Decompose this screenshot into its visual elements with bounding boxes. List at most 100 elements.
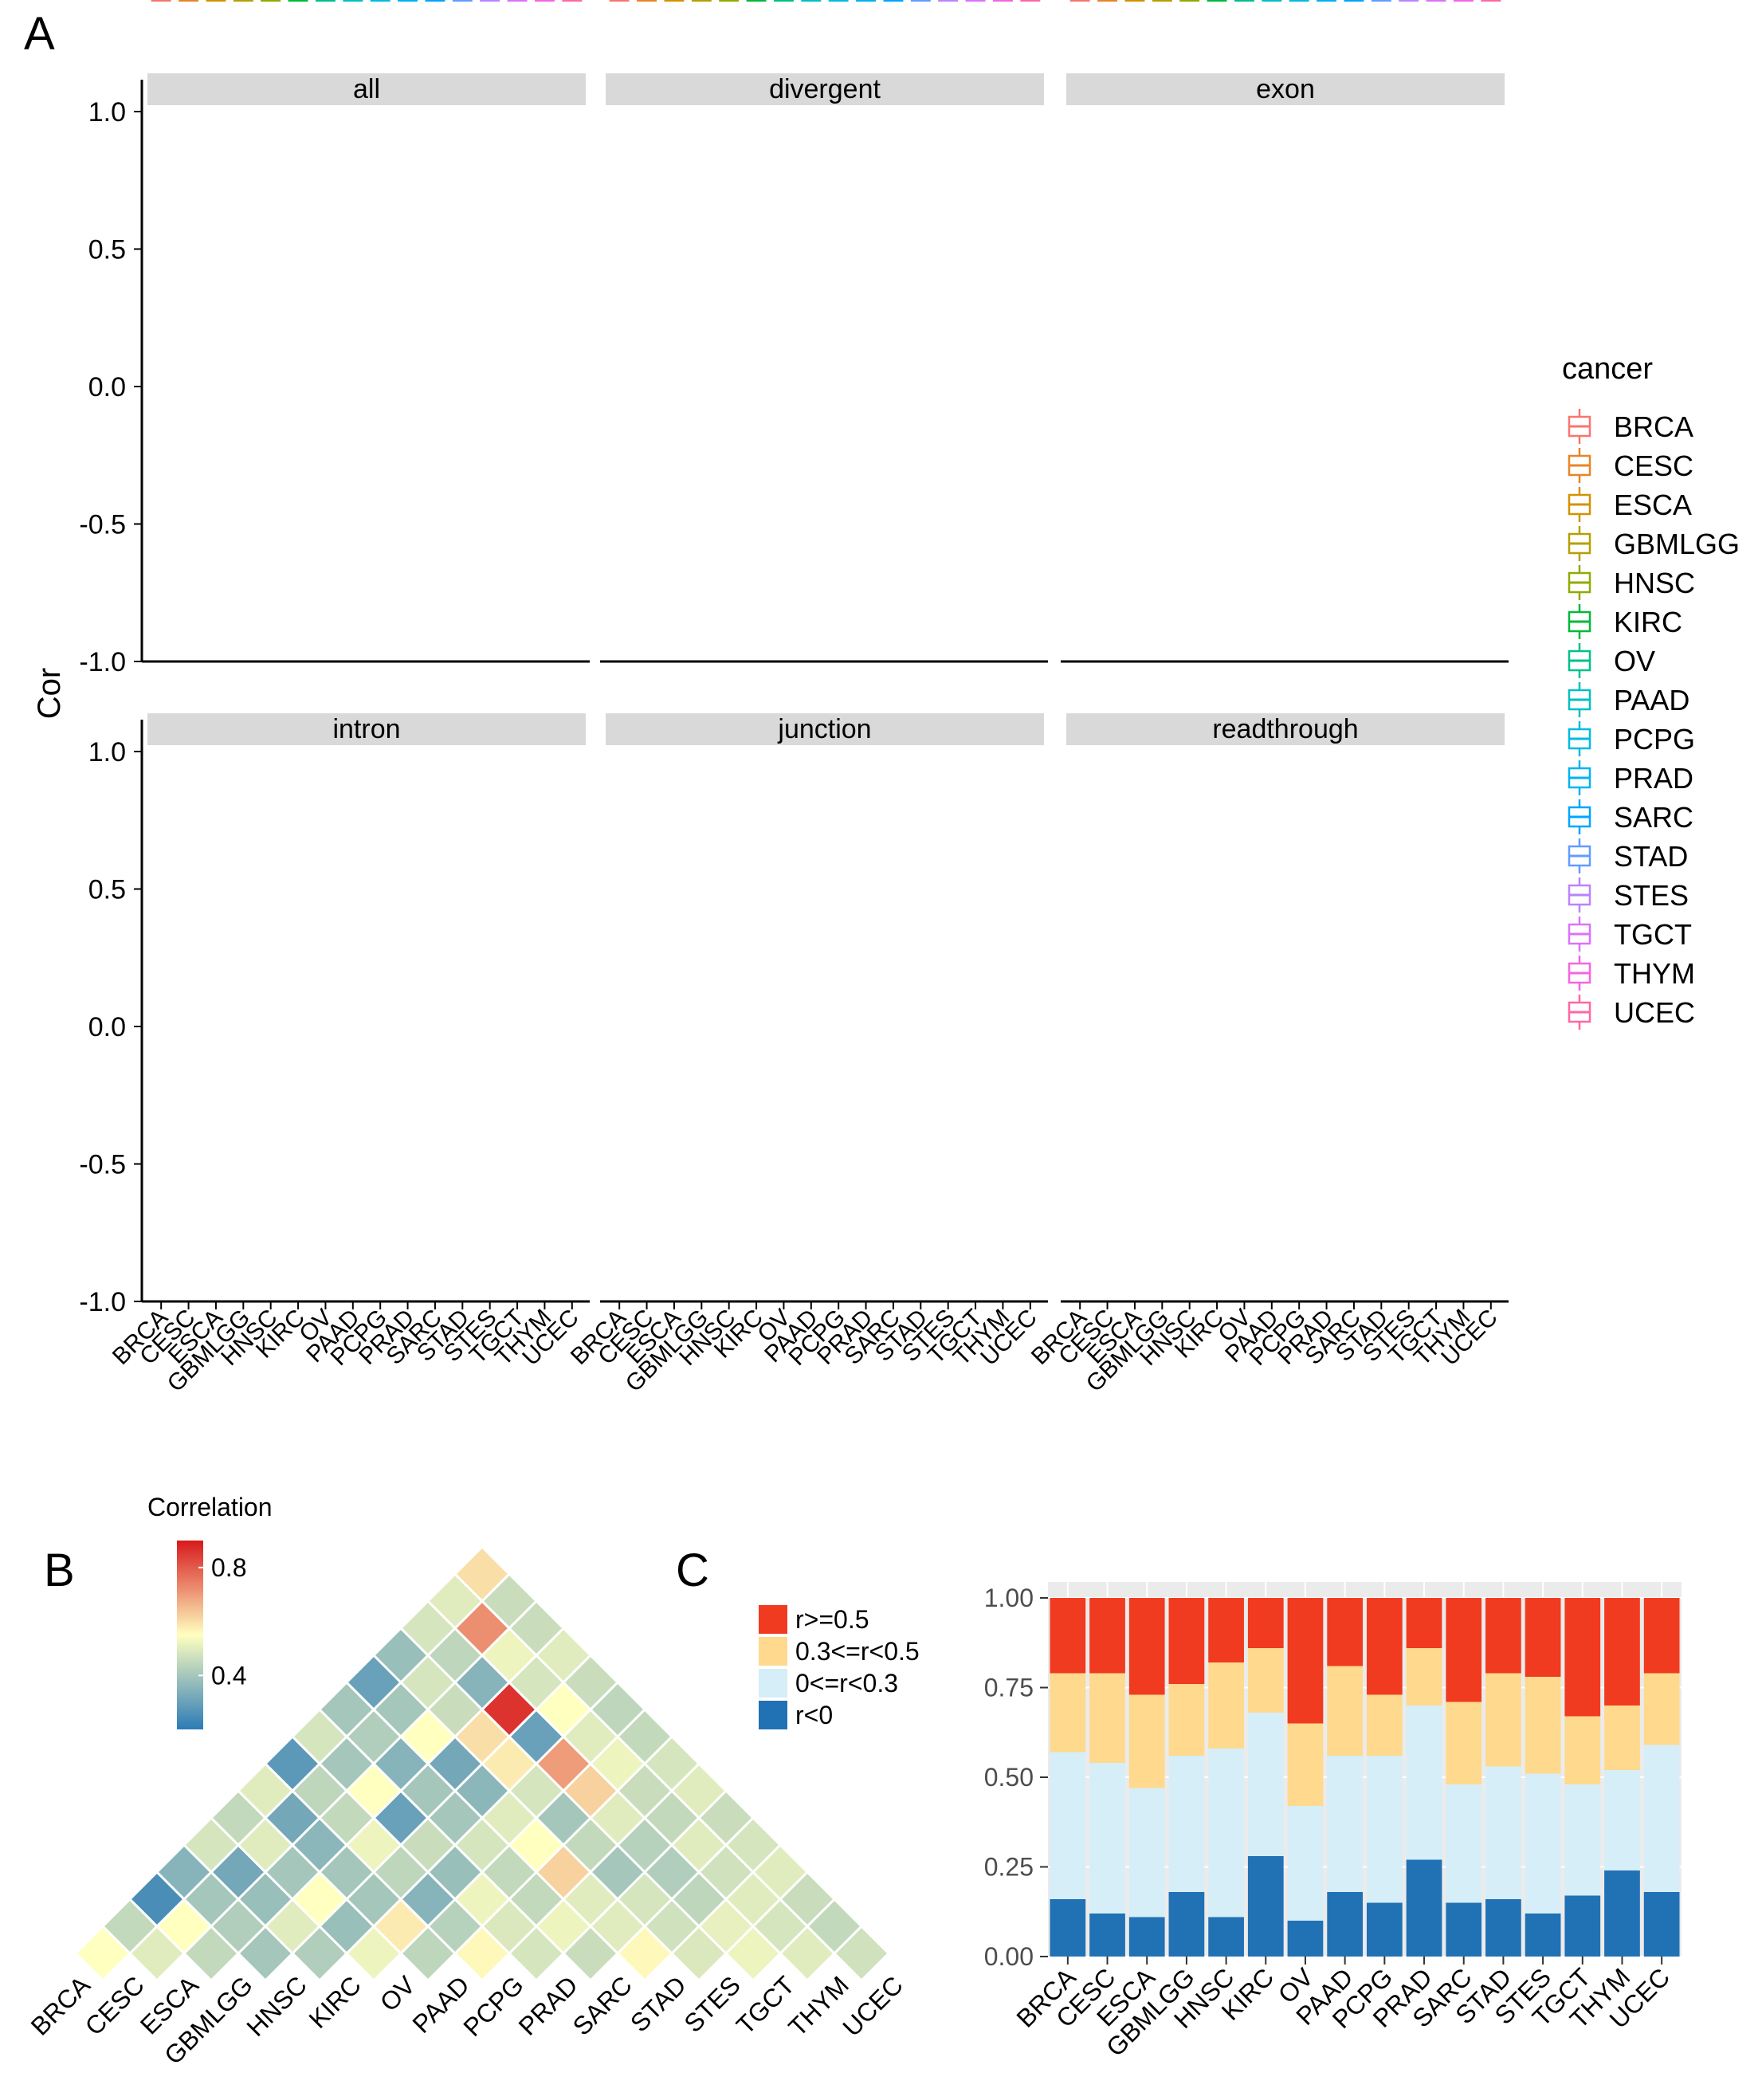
heatmap-axis-label: STES xyxy=(678,1970,746,2038)
bar-segment-1 xyxy=(1604,1770,1640,1870)
bar-segment-2 xyxy=(1406,1648,1442,1706)
y-tick-label: 0.0 xyxy=(88,372,126,402)
bar-segment-1 xyxy=(1247,1713,1284,1856)
bar-segment-3 xyxy=(1050,1598,1086,1674)
bar-segment-1 xyxy=(1208,1749,1244,1917)
heatmap-axis-label: UCEC xyxy=(837,1970,908,2042)
legend-swatch xyxy=(759,1637,787,1666)
bar-segment-3 xyxy=(1406,1598,1442,1648)
bar-segment-1 xyxy=(1643,1745,1680,1892)
facet-title: all xyxy=(353,74,380,104)
heatmap-axis-label: PRAD xyxy=(513,1970,583,2040)
facet-title: readthrough xyxy=(1212,714,1358,744)
bar-segment-0 xyxy=(1525,1914,1561,1957)
y-tick-label: 1.0 xyxy=(88,737,126,767)
colorbar xyxy=(177,1541,203,1729)
legend-swatch xyxy=(759,1605,787,1634)
bar-segment-0 xyxy=(1168,1892,1205,1957)
bar-segment-3 xyxy=(1168,1598,1205,1684)
bar-segment-2 xyxy=(1643,1673,1680,1745)
bar-segment-0 xyxy=(1604,1870,1640,1957)
legend-label: OV xyxy=(1614,645,1655,677)
bar-segment-1 xyxy=(1128,1788,1165,1917)
facet-strip xyxy=(147,713,586,745)
bar-segment-1 xyxy=(1366,1756,1403,1903)
bar-segment-2 xyxy=(1485,1673,1521,1767)
facet-strip xyxy=(147,73,586,105)
bar-segment-2 xyxy=(1128,1694,1165,1788)
bar-segment-3 xyxy=(1327,1598,1364,1666)
heatmap-axis-label: BRCA xyxy=(26,1970,96,2041)
legend-label: SARC xyxy=(1614,801,1693,834)
bar-segment-1 xyxy=(1485,1766,1521,1899)
y-tick-label: -1.0 xyxy=(79,1287,126,1317)
bar-segment-3 xyxy=(1287,1598,1324,1724)
bar-segment-3 xyxy=(1643,1598,1680,1674)
bar-segment-2 xyxy=(1446,1702,1482,1784)
legend-label: PAAD xyxy=(1614,684,1689,716)
facet-title: intron xyxy=(332,714,400,744)
panel-label-b: B xyxy=(44,1545,75,1596)
heatmap-axis-label: HNSC xyxy=(241,1970,312,2042)
facet-title: divergent xyxy=(769,74,881,104)
legend-label: r>=0.5 xyxy=(795,1605,869,1634)
legend-label: KIRC xyxy=(1614,606,1682,638)
bar-segment-0 xyxy=(1327,1892,1364,1957)
y-tick-label: 1.0 xyxy=(88,97,126,128)
y-tick-label: 0.75 xyxy=(984,1674,1034,1702)
legend-label: HNSC xyxy=(1614,567,1695,599)
bar-segment-3 xyxy=(1485,1598,1521,1674)
legend-title: cancer xyxy=(1562,352,1653,386)
y-tick-label: 0.25 xyxy=(984,1853,1034,1882)
heatmap-axis-label: PCPG xyxy=(457,1970,529,2042)
colorbar-tick-label: 0.4 xyxy=(211,1661,246,1690)
bar-segment-2 xyxy=(1604,1706,1640,1770)
bar-segment-1 xyxy=(1446,1784,1482,1903)
y-tick-label: -1.0 xyxy=(79,647,126,677)
bar-segment-0 xyxy=(1287,1921,1324,1957)
bar-segment-3 xyxy=(1604,1598,1640,1706)
legend-label: PRAD xyxy=(1614,762,1693,795)
bar-segment-2 xyxy=(1327,1666,1364,1756)
bar-segment-2 xyxy=(1208,1662,1244,1749)
bar-segment-2 xyxy=(1366,1694,1403,1756)
facet-strip xyxy=(1066,73,1505,105)
legend-label: ESCA xyxy=(1614,489,1692,521)
facet-strip xyxy=(606,73,1044,105)
heatmap-axis-label: CESC xyxy=(80,1970,150,2040)
bar-segment-2 xyxy=(1525,1677,1561,1774)
legend-label: 0.3<=r<0.5 xyxy=(795,1637,920,1666)
bar-segment-3 xyxy=(1366,1598,1403,1695)
bar-segment-1 xyxy=(1525,1773,1561,1914)
heatmap-cell xyxy=(453,1545,512,1603)
legend-label: GBMLGG xyxy=(1614,528,1740,560)
bar-segment-0 xyxy=(1208,1917,1244,1957)
legend-label: UCEC xyxy=(1614,996,1695,1029)
bar-segment-2 xyxy=(1287,1723,1324,1806)
heatmap-axis-label: THYM xyxy=(783,1970,854,2042)
bar-segment-3 xyxy=(1128,1598,1165,1695)
legend-swatch xyxy=(759,1701,787,1729)
bar-segment-3 xyxy=(1208,1598,1244,1662)
y-tick-label: 0.5 xyxy=(88,875,126,905)
facet-strip xyxy=(1066,713,1505,745)
bar-segment-0 xyxy=(1050,1899,1086,1957)
bar-segment-2 xyxy=(1089,1673,1125,1763)
bar-segment-0 xyxy=(1446,1902,1482,1957)
y-tick-label: 0.0 xyxy=(88,1012,126,1042)
colorbar-title: Correlation xyxy=(147,1493,273,1521)
legend-label: r<0 xyxy=(795,1701,833,1729)
y-tick-label: 0.50 xyxy=(984,1763,1034,1792)
legend-label: THYM xyxy=(1614,957,1695,990)
bar-segment-2 xyxy=(1564,1716,1601,1784)
bar-segment-3 xyxy=(1446,1598,1482,1702)
bar-segment-3 xyxy=(1564,1598,1601,1717)
legend-label: 0<=r<0.3 xyxy=(795,1669,898,1698)
y-tick-label: 1.00 xyxy=(984,1584,1034,1612)
legend-label: PCPG xyxy=(1614,723,1695,756)
bar-segment-1 xyxy=(1287,1806,1324,1921)
y-tick-label: -0.5 xyxy=(79,510,126,540)
y-axis-title: Cor xyxy=(32,668,67,719)
panel-a-boxplots: Cor 1.0 0.5 0.0 -0.5 -1.0 all divergent exon 1.0 0… xyxy=(32,0,1740,1397)
